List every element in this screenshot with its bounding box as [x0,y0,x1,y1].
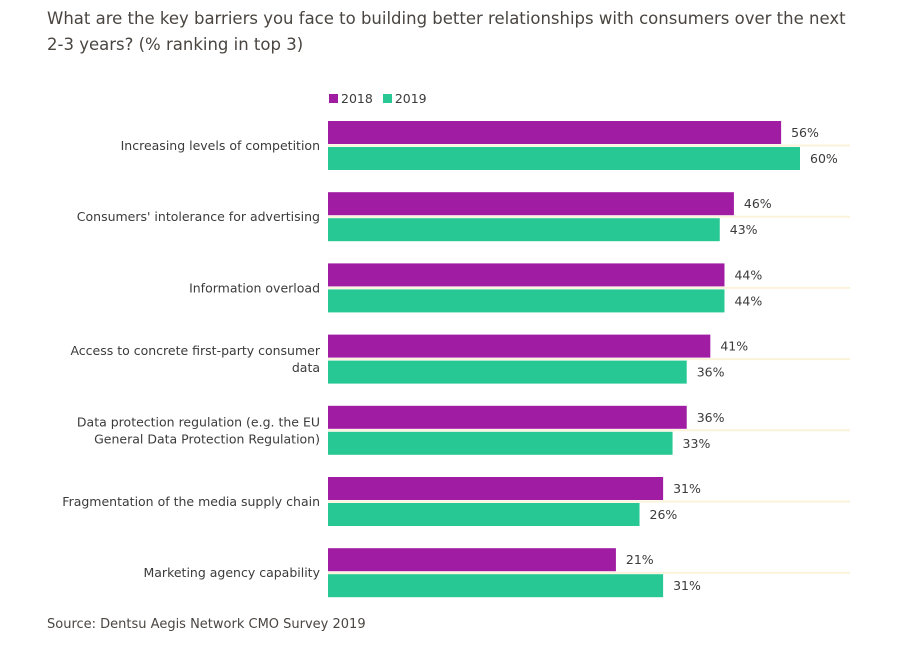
bar-2019 [328,289,725,313]
data-label-2018: 44% [734,267,762,282]
data-label-2018: 56% [791,125,819,140]
category-label: Consumers' intolerance for advertising [77,209,320,224]
bar-2018 [328,334,711,358]
source-note: Source: Dentsu Aegis Network CMO Survey … [47,617,366,632]
legend-swatch-2019 [382,94,392,103]
category-label: Fragmentation of the media supply chain [62,494,320,509]
bar-2019 [328,147,800,170]
data-label-2018: 46% [744,196,772,211]
bar-2019 [328,360,687,384]
legend: 2018 2019 [329,91,437,106]
data-label-2019: 43% [730,222,758,237]
bar-2018 [328,477,664,500]
legend-item-2018: 2018 [329,91,373,106]
data-label-2018: 21% [626,552,654,567]
bar-2019 [328,218,720,242]
data-label-2018: 31% [673,481,701,496]
category-label: Access to concrete first-party consumer [70,343,320,358]
bar-2019 [328,574,664,598]
legend-label-2018: 2018 [341,91,373,106]
category-label: Data protection regulation (e.g. the EU [77,414,320,429]
bar-2019 [328,503,640,526]
category-label: Information overload [189,280,320,295]
data-label-2019: 36% [697,365,725,380]
data-label-2019: 31% [673,578,701,593]
data-label-2019: 44% [734,293,762,308]
category-label: Increasing levels of competition [121,138,320,153]
data-label-2019: 60% [810,151,838,166]
chart-title: What are the key barriers you face to bu… [47,9,846,54]
bar-2018 [328,405,687,429]
bar-2018 [328,263,725,287]
legend-swatch-2018 [329,94,338,103]
bar-2018 [328,192,734,216]
category-label: Marketing agency capability [143,565,320,580]
data-label-2019: 26% [650,507,678,522]
legend-label-2019: 2019 [394,91,427,106]
data-label-2018: 41% [720,339,748,354]
bar-2018 [328,121,782,144]
legend-item-2019: 2019 [382,91,427,106]
category-label: General Data Protection Regulation) [94,431,320,446]
data-label-2019: 33% [683,436,711,451]
bar-2019 [328,431,673,455]
category-label: data [292,360,320,375]
bar-2018 [328,548,616,572]
data-label-2018: 36% [697,410,725,425]
